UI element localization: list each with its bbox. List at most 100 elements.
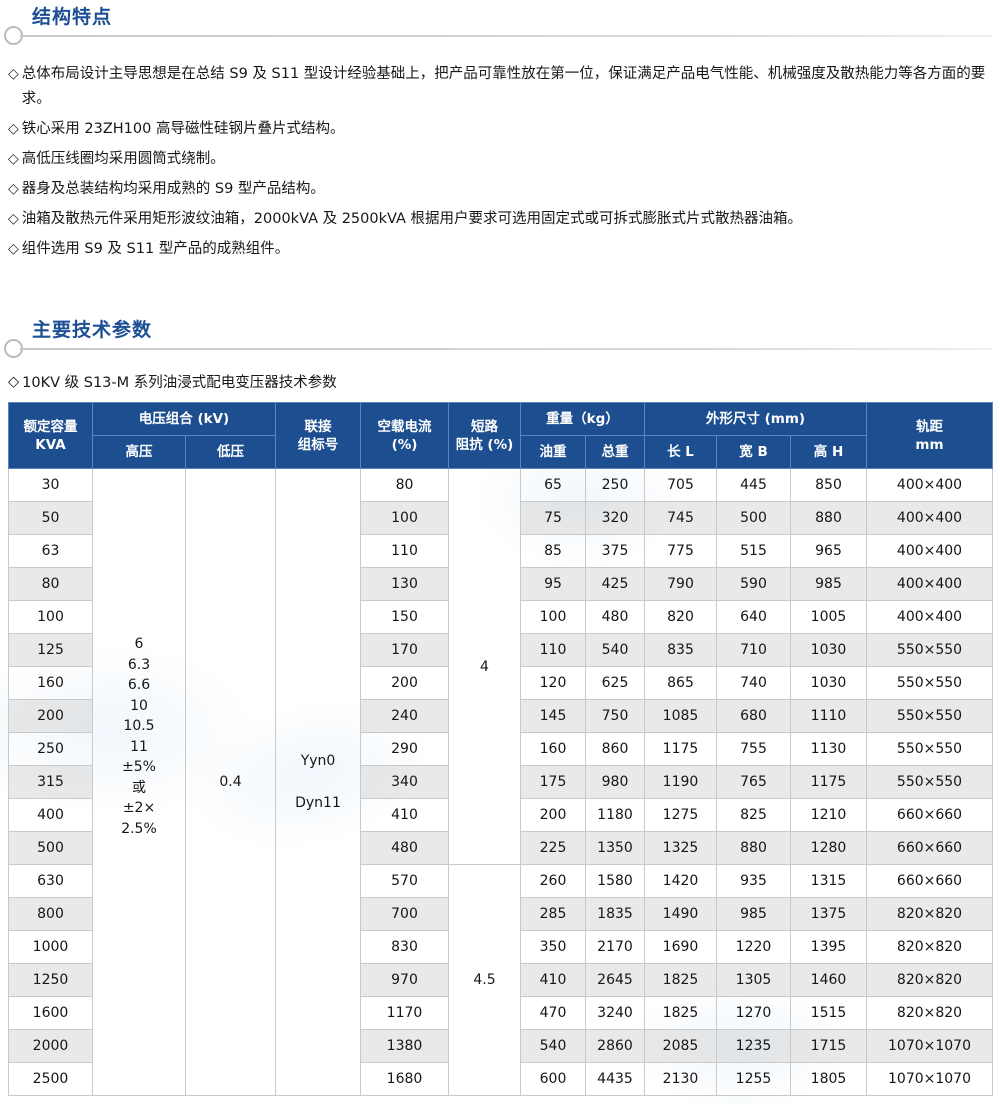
cell-oil-weight: 75 bbox=[520, 501, 586, 535]
high-voltage-value-line: ±5% bbox=[122, 759, 156, 775]
cell-total-weight: 1350 bbox=[585, 831, 645, 865]
cell-track-gauge: 400×400 bbox=[866, 468, 993, 502]
cell-length: 1175 bbox=[644, 732, 717, 766]
cell-track-gauge: 400×400 bbox=[866, 567, 993, 601]
cell-height: 1005 bbox=[790, 600, 867, 634]
cell-no-load-current: 170 bbox=[360, 633, 449, 667]
cell-track-gauge: 400×400 bbox=[866, 600, 993, 634]
high-voltage-value-line: ±2× bbox=[122, 800, 156, 816]
cell-height: 1395 bbox=[790, 930, 867, 964]
connection-value-yyn0: Yyn0 bbox=[300, 753, 336, 769]
cell-oil-weight: 350 bbox=[520, 930, 586, 964]
cell-total-weight: 4435 bbox=[585, 1062, 645, 1096]
cell-no-load-current: 80 bbox=[360, 468, 449, 502]
cell-rated-capacity: 400 bbox=[8, 798, 93, 832]
th-height: 高 H bbox=[790, 435, 867, 469]
th-gauge-line2: mm bbox=[915, 436, 944, 453]
cell-oil-weight: 260 bbox=[520, 864, 586, 898]
list-item: ◇ 组件选用 S9 及 S11 型产品的成熟组件。 bbox=[8, 237, 990, 262]
structure-bullet-list: ◇ 总体布局设计主导思想是在总结 S9 及 S11 型设计经验基础上，把产品可靠… bbox=[0, 62, 1000, 262]
th-oil-weight: 油重 bbox=[520, 435, 586, 469]
cell-no-load-current: 130 bbox=[360, 567, 449, 601]
cell-width: 515 bbox=[716, 534, 791, 568]
cell-length: 745 bbox=[644, 501, 717, 535]
cell-total-weight: 1580 bbox=[585, 864, 645, 898]
cell-rated-capacity: 630 bbox=[8, 864, 93, 898]
cell-total-weight: 2860 bbox=[585, 1029, 645, 1063]
cell-no-load-current: 480 bbox=[360, 831, 449, 865]
th-no-load-line1: 空载电流 bbox=[377, 418, 432, 435]
cell-width: 935 bbox=[716, 864, 791, 898]
cell-no-load-current: 1680 bbox=[360, 1062, 449, 1096]
cell-impedance-group-1: 4 bbox=[448, 468, 521, 865]
cell-no-load-current: 700 bbox=[360, 897, 449, 931]
cell-oil-weight: 600 bbox=[520, 1062, 586, 1096]
th-impedance-line2: 阻抗 (%) bbox=[455, 436, 514, 453]
cell-no-load-current: 150 bbox=[360, 600, 449, 634]
diamond-bullet-icon: ◇ bbox=[8, 241, 19, 257]
cell-connection-symbol-merged: Yyn0 Dyn11 bbox=[275, 468, 361, 1096]
cell-length: 790 bbox=[644, 567, 717, 601]
table-row: 1600 1170 470 3240 1825 1270 1515 820×820 bbox=[8, 996, 993, 1030]
cell-height: 1030 bbox=[790, 666, 867, 700]
list-item-text: 组件选用 S9 及 S11 型产品的成熟组件。 bbox=[21, 241, 290, 257]
cell-width: 1220 bbox=[716, 930, 791, 964]
table-row: 30 6 6.3 6.6 10 10.5 11 ±5% 或 ±2× 2.5% 0.4 Yyn0 Dyn11… bbox=[8, 468, 993, 1096]
cell-width: 985 bbox=[716, 897, 791, 931]
high-voltage-value-line: 11 bbox=[130, 738, 148, 755]
high-voltage-value-line: 6 bbox=[134, 636, 144, 652]
cell-height: 985 bbox=[790, 567, 867, 601]
cell-no-load-current: 340 bbox=[360, 765, 449, 799]
cell-height: 1375 bbox=[790, 897, 867, 931]
header-divider-line bbox=[20, 35, 992, 37]
table-body: 30 6 6.3 6.6 10 10.5 11 ±5% 或 ±2× 2.5% 0.4 Yyn0 Dyn11… bbox=[8, 468, 993, 1096]
cell-oil-weight: 85 bbox=[520, 534, 586, 568]
diamond-bullet-icon: ◇ bbox=[8, 121, 19, 137]
table-row: 1000 830 350 2170 1690 1220 1395 820×820 bbox=[8, 930, 993, 964]
transformer-spec-table: 额定容量 KVA 电压组合 (kV) 联接 组标号 空载电流 (%) 短路 阻抗 bbox=[8, 402, 993, 1096]
cell-no-load-current: 290 bbox=[360, 732, 449, 766]
diamond-bullet-icon: ◇ bbox=[8, 373, 20, 390]
diamond-bullet-icon: ◇ bbox=[8, 211, 19, 227]
list-item-text: 总体布局设计主导思想是在总结 S9 及 S11 型设计经验基础上，把产品可靠性放… bbox=[21, 66, 986, 107]
cell-oil-weight: 540 bbox=[520, 1029, 586, 1063]
cell-total-weight: 980 bbox=[585, 765, 645, 799]
cell-total-weight: 540 bbox=[585, 633, 645, 667]
cell-total-weight: 750 bbox=[585, 699, 645, 733]
cell-length: 705 bbox=[644, 468, 717, 502]
section-title-structure: 结构特点 bbox=[32, 2, 123, 29]
cell-length: 1190 bbox=[644, 765, 717, 799]
th-impedance-line1: 短路 bbox=[471, 418, 498, 435]
table-row: 315 340 175 980 1190 765 1175 550×550 bbox=[8, 765, 993, 799]
cell-length: 1825 bbox=[644, 963, 717, 997]
cell-height: 1805 bbox=[790, 1062, 867, 1096]
high-voltage-value-line: 或 bbox=[132, 779, 146, 796]
table-row: 50 100 75 320 745 500 880 400×400 bbox=[8, 501, 993, 535]
list-item: ◇ 铁心采用 23ZH100 高导磁性硅钢片叠片式结构。 bbox=[8, 117, 990, 142]
high-voltage-value-line: 6.3 bbox=[127, 656, 151, 673]
cell-rated-capacity: 1250 bbox=[8, 963, 93, 997]
cell-no-load-current: 240 bbox=[360, 699, 449, 733]
cell-total-weight: 2645 bbox=[585, 963, 645, 997]
cell-width: 1305 bbox=[716, 963, 791, 997]
th-high-voltage: 高压 bbox=[92, 435, 186, 469]
cell-rated-capacity: 80 bbox=[8, 567, 93, 601]
cell-rated-capacity: 1600 bbox=[8, 996, 93, 1030]
th-connection-line1: 联接 bbox=[304, 418, 332, 435]
table-row: 125 170 110 540 835 710 1030 550×550 bbox=[8, 633, 993, 667]
cell-total-weight: 625 bbox=[585, 666, 645, 700]
section-title-parameters: 主要技术参数 bbox=[32, 315, 163, 342]
th-rated-capacity: 额定容量 KVA bbox=[8, 402, 93, 469]
cell-track-gauge: 660×660 bbox=[866, 864, 993, 898]
cell-height: 965 bbox=[790, 534, 867, 568]
header-divider-line bbox=[20, 348, 992, 350]
cell-width: 1255 bbox=[716, 1062, 791, 1096]
cell-total-weight: 250 bbox=[585, 468, 645, 502]
cell-track-gauge: 550×550 bbox=[866, 699, 993, 733]
th-short-circuit-impedance: 短路 阻抗 (%) bbox=[448, 402, 521, 469]
cell-total-weight: 1835 bbox=[585, 897, 645, 931]
th-connection-symbol: 联接 组标号 bbox=[275, 402, 361, 469]
cell-oil-weight: 95 bbox=[520, 567, 586, 601]
cell-high-voltage-merged: 6 6.3 6.6 10 10.5 11 ±5% 或 ±2× 2.5% bbox=[92, 468, 186, 1096]
th-track-gauge: 轨距 mm bbox=[866, 402, 993, 469]
